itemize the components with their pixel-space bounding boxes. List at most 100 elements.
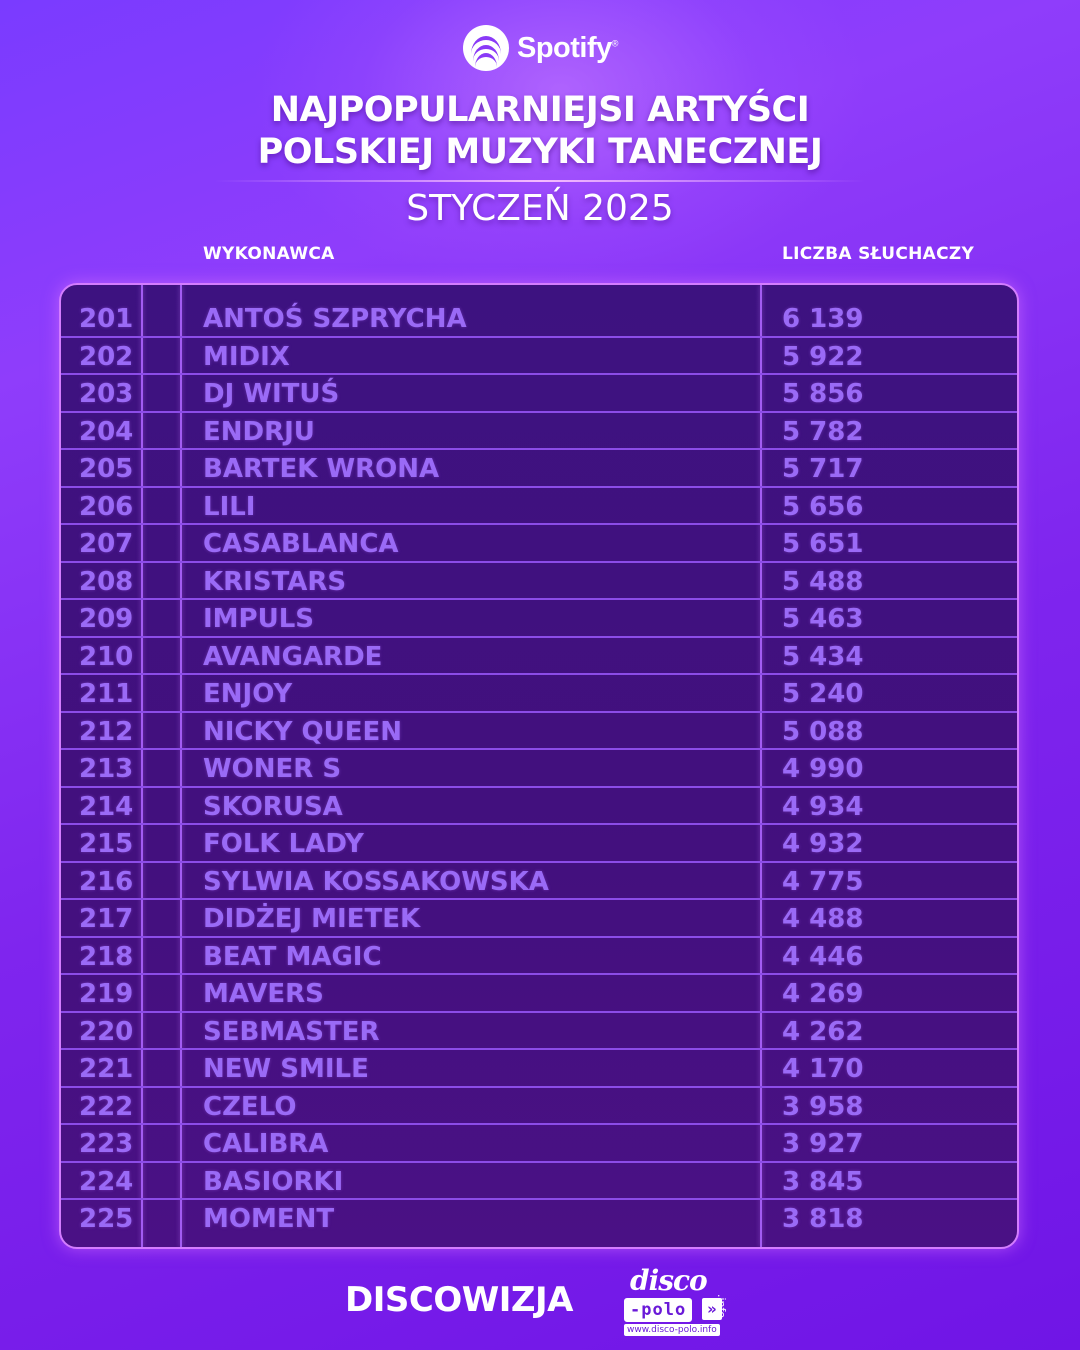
row-divider	[61, 1123, 1017, 1125]
listeners-cell: 4 170	[782, 1054, 864, 1084]
listeners-cell: 5 656	[782, 491, 864, 522]
artist-cell: KRISTARS	[203, 566, 347, 597]
listeners-cell: 4 446	[782, 941, 864, 972]
listeners-cell: 5 463	[782, 604, 864, 634]
table-row: 210 AVANGARDE 5 434	[61, 638, 1017, 675]
table-row: 219 MAVERS 4 269	[61, 975, 1017, 1013]
listeners-cell: 3 958	[782, 1091, 864, 1122]
table-row: 214 SKORUSA 4 934	[61, 788, 1017, 825]
rank-cell: 216	[79, 866, 134, 897]
row-divider	[61, 710, 1017, 713]
listeners-cell: 3 927	[782, 1129, 864, 1159]
artist-cell: DIDŻEJ MIETEK	[203, 904, 421, 934]
listeners-cell: 3 845	[782, 1166, 864, 1197]
column-header-listeners: LICZBA SŁUCHACZY	[782, 244, 975, 264]
artist-cell: CALIBRA	[203, 1129, 329, 1159]
listeners-cell: 4 488	[782, 904, 864, 934]
listeners-cell: 4 934	[782, 791, 864, 822]
listeners-cell: 5 651	[782, 529, 864, 559]
discowizja-logo: DISCOWIZJA	[345, 1280, 574, 1320]
table-row: 206 LILI 5 656	[61, 488, 1017, 525]
rank-cell: 218	[79, 941, 134, 972]
table-row: 209 IMPULS 5 463	[61, 600, 1017, 638]
listeners-cell: 4 269	[782, 979, 864, 1009]
page-title-line1: NAJPOPULARNIEJSI ARTYŚCI	[270, 90, 810, 130]
rank-cell: 213	[79, 754, 134, 784]
row-divider	[61, 785, 1017, 788]
table-row: 223 CALIBRA 3 927	[61, 1125, 1017, 1163]
rank-cell: 205	[79, 454, 134, 484]
rank-cell: 209	[79, 604, 134, 634]
rank-cell: 203	[79, 379, 134, 409]
listeners-cell: 4 775	[782, 866, 864, 897]
rank-cell: 215	[79, 829, 134, 859]
table-row: 208 KRISTARS 5 488	[61, 563, 1017, 600]
page-subtitle: STYCZEŃ 2025	[406, 188, 674, 229]
column-divider	[760, 285, 762, 1247]
table-row: 202 MIDIX 5 922	[61, 338, 1017, 375]
artist-cell: AVANGARDE	[203, 641, 383, 672]
rank-cell: 202	[79, 341, 134, 372]
row-divider	[61, 860, 1017, 863]
artist-cell: MOMENT	[203, 1204, 335, 1234]
rank-cell: 201	[79, 304, 134, 334]
ranking-table: 201 ANTOŚ SZPRYCHA 6 139 202 MIDIX 5 922 203 DJ…	[59, 283, 1019, 1249]
rank-cell: 208	[79, 566, 134, 597]
rank-cell: 204	[79, 416, 134, 447]
table-row: 216 SYLWIA KOSSAKOWSKA 4 775	[61, 863, 1017, 900]
rank-cell: 217	[79, 904, 134, 934]
artist-cell: SKORUSA	[203, 791, 343, 822]
artist-cell: NICKY QUEEN	[203, 716, 403, 747]
row-divider	[61, 448, 1017, 450]
artist-cell: MIDIX	[203, 341, 290, 372]
artist-cell: NEW SMILE	[203, 1054, 369, 1084]
rank-cell: 219	[79, 979, 134, 1009]
listeners-cell: 5 240	[782, 679, 864, 709]
row-divider	[61, 1010, 1017, 1013]
rank-cell: 221	[79, 1054, 134, 1084]
row-divider	[61, 823, 1017, 825]
table-row: 215 FOLK LADY 4 932	[61, 825, 1017, 863]
logo-disco-text: disco	[630, 1264, 708, 1297]
table-row: 225 MOMENT 3 818	[61, 1200, 1017, 1238]
row-divider	[61, 485, 1017, 488]
row-divider	[61, 1198, 1017, 1200]
table-row: 221 NEW SMILE 4 170	[61, 1050, 1017, 1088]
listeners-cell: 5 088	[782, 716, 864, 747]
table-row: 213 WONER S 4 990	[61, 750, 1017, 788]
table-row: 211 ENJOY 5 240	[61, 675, 1017, 713]
rank-cell: 212	[79, 716, 134, 747]
table-row: 204 ENDRJU 5 782	[61, 413, 1017, 450]
spotify-icon	[463, 25, 509, 71]
artist-cell: BEAT MAGIC	[203, 941, 382, 972]
listeners-cell: 5 782	[782, 416, 864, 447]
artist-cell: SEBMASTER	[203, 1016, 380, 1047]
table-row: 212 NICKY QUEEN 5 088	[61, 713, 1017, 750]
listeners-cell: 4 932	[782, 829, 864, 859]
artist-cell: BASIORKI	[203, 1166, 344, 1197]
listeners-cell: 5 717	[782, 454, 864, 484]
rank-cell: 222	[79, 1091, 134, 1122]
table-row: 222 CZELO 3 958	[61, 1088, 1017, 1125]
artist-cell: CASABLANCA	[203, 529, 399, 559]
title-divider	[215, 180, 865, 182]
artist-cell: ENDRJU	[203, 416, 315, 447]
column-divider	[141, 285, 143, 1247]
table-row: 218 BEAT MAGIC 4 446	[61, 938, 1017, 975]
row-divider	[61, 410, 1017, 413]
artist-cell: DJ WITUŚ	[203, 379, 340, 409]
listeners-cell: 5 856	[782, 379, 864, 409]
artist-cell: ANTOŚ SZPRYCHA	[203, 304, 467, 334]
row-divider	[61, 635, 1017, 638]
row-divider	[61, 1048, 1017, 1050]
rank-cell: 220	[79, 1016, 134, 1047]
table-row: 207 CASABLANCA 5 651	[61, 525, 1017, 563]
row-divider	[61, 748, 1017, 750]
spotify-logo: Spotify®	[463, 24, 618, 72]
listeners-cell: 5 922	[782, 341, 864, 372]
table-row: 217 DIDŻEJ MIETEK 4 488	[61, 900, 1017, 938]
page-title-line2: POLSKIEJ MUZYKI TANECZNEJ	[257, 132, 823, 172]
listeners-cell: 6 139	[782, 304, 864, 334]
table-row: 220 SEBMASTER 4 262	[61, 1013, 1017, 1050]
artist-cell: IMPULS	[203, 604, 315, 634]
